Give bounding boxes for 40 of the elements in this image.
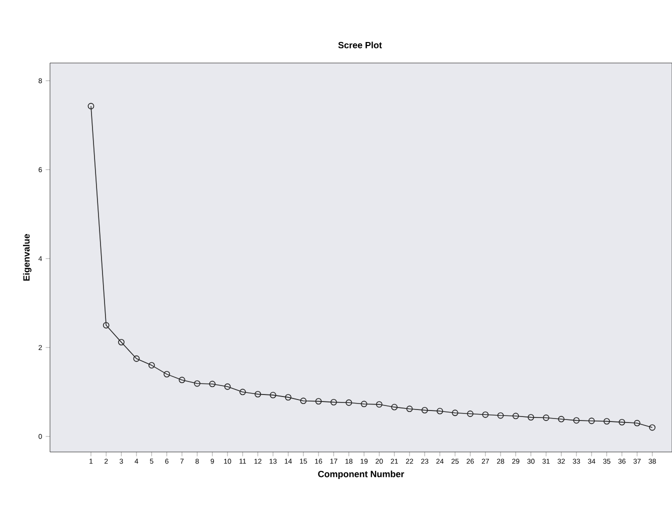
- point: [528, 414, 534, 421]
- point: [588, 418, 595, 424]
- point: [209, 380, 216, 388]
- point: [300, 398, 307, 404]
- point: [573, 417, 580, 424]
- chart-title: Scree Plot: [338, 42, 382, 48]
- point: [224, 383, 231, 390]
- point: [436, 408, 444, 414]
- point: [542, 414, 550, 421]
- point: [148, 362, 155, 368]
- point: [376, 401, 382, 408]
- point: [482, 411, 489, 418]
- point: [558, 416, 564, 422]
- point: [164, 370, 170, 378]
- point: [118, 338, 125, 346]
- point: [194, 380, 200, 387]
- point: [133, 355, 140, 362]
- x-axis-title: Component Number: [318, 470, 404, 479]
- point: [270, 392, 276, 398]
- point: [634, 420, 640, 426]
- point: [330, 398, 337, 406]
- point: [346, 399, 352, 406]
- point: [102, 322, 110, 328]
- point: [604, 418, 610, 425]
- point: [406, 406, 413, 412]
- point: [452, 410, 458, 416]
- point: [360, 400, 368, 408]
- point: [391, 404, 398, 410]
- point: [239, 388, 246, 396]
- point: [254, 390, 262, 398]
- y-axis-title: Eigenvalue: [23, 234, 32, 281]
- point: [178, 376, 186, 384]
- point: [284, 394, 292, 401]
- point: [315, 398, 322, 405]
- point: [422, 406, 428, 414]
- point: [467, 410, 474, 417]
- point: [618, 419, 626, 426]
- point: [512, 412, 519, 420]
- point: [497, 412, 504, 419]
- point: [649, 424, 656, 431]
